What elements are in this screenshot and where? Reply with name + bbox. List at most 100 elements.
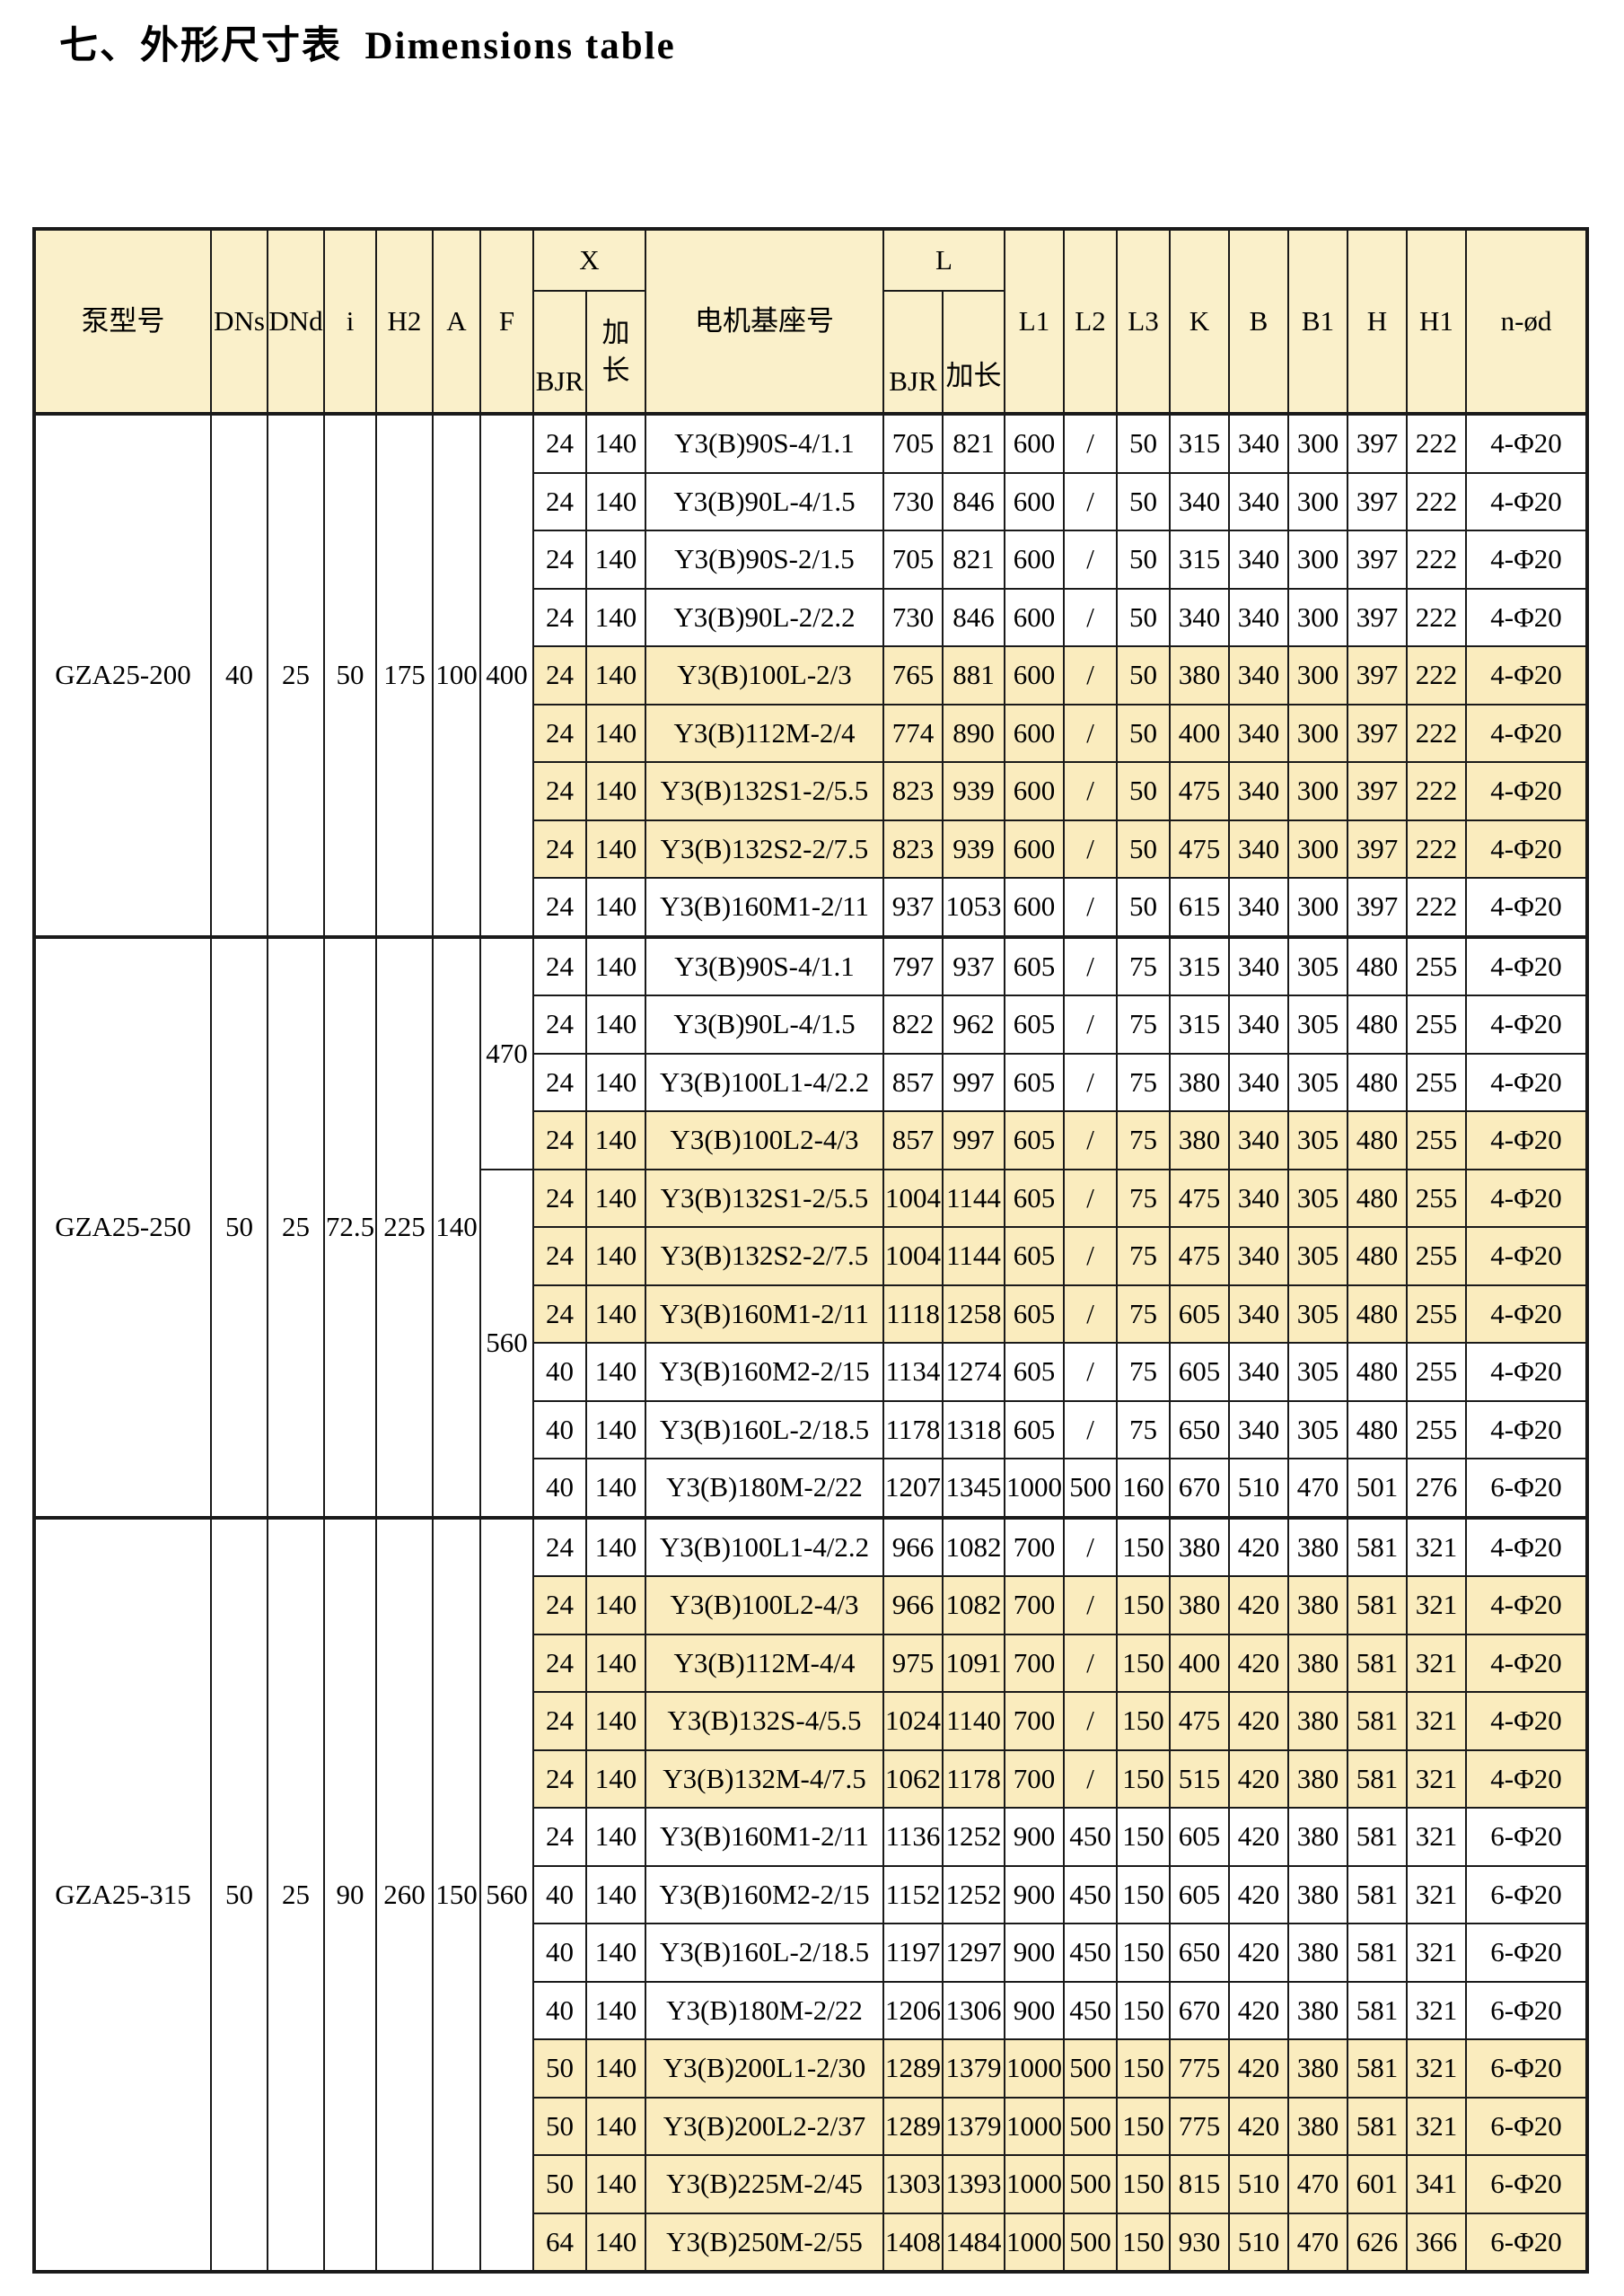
l3-cell: 75 [1116, 995, 1171, 1055]
l2-cell: / [1063, 934, 1118, 996]
l3-cell: 50 [1116, 819, 1171, 879]
motor-base-cell: Y3(B)160M1-2/11 [645, 877, 884, 938]
n-od-cell: 6-Φ20 [1465, 2154, 1588, 2214]
k-cell: 650 [1169, 1923, 1230, 1983]
n-od-cell: 4-Φ20 [1465, 1110, 1588, 1170]
h1-cell: 222 [1406, 471, 1467, 531]
l-ext-cell: 890 [942, 703, 1005, 763]
motor-base-cell: Y3(B)132S-4/5.5 [645, 1691, 884, 1751]
b1-cell: 305 [1287, 1342, 1348, 1402]
n-od-cell: 4-Φ20 [1465, 1575, 1588, 1635]
l2-cell: / [1063, 530, 1118, 590]
table-row: 24 140 Y3(B)112M-4/4 975 1091 700/150 400 420 38… [34, 1633, 1588, 1693]
col-header-x-ext: 加长 [585, 290, 646, 415]
h1-cell: 222 [1406, 587, 1467, 647]
l-ext-cell: 1345 [942, 1458, 1005, 1519]
h-cell: 480 [1347, 1110, 1408, 1170]
l-ext-cell: 1252 [942, 1807, 1005, 1867]
l2-cell: 500 [1063, 2212, 1118, 2273]
motor-base-cell: Y3(B)250M-2/55 [645, 2212, 884, 2273]
x-bjr-cell: 24 [532, 1633, 587, 1693]
k-cell: 380 [1169, 1575, 1230, 1635]
l3-cell: 150 [1116, 1864, 1171, 1924]
k-cell: 380 [1169, 1052, 1230, 1112]
h1-cell: 255 [1406, 1110, 1467, 1170]
h-cell: 581 [1347, 2096, 1408, 2156]
l-bjr-cell: 1136 [882, 1807, 944, 1867]
b1-cell: 305 [1287, 1284, 1348, 1344]
l1-cell: 605 [1004, 1284, 1065, 1344]
h1-cell: 255 [1406, 1342, 1467, 1402]
b-cell: 420 [1228, 1515, 1289, 1577]
x-bjr-cell: 24 [532, 1515, 587, 1577]
l-ext-cell: 1144 [942, 1226, 1005, 1286]
l-ext-cell: 1258 [942, 1284, 1005, 1344]
table-row: GZA25-200 40 25 50 175 100 400 24 140 Y3(B)90S-4/… [33, 412, 1588, 938]
b-cell: 420 [1228, 2096, 1289, 2156]
l3-cell: 75 [1116, 1226, 1171, 1286]
motor-base-cell: Y3(B)132S1-2/5.5 [645, 1168, 884, 1228]
k-cell: 380 [1169, 1515, 1230, 1577]
b1-cell: 380 [1287, 1633, 1348, 1693]
b-cell: 340 [1228, 703, 1289, 763]
table-row: 24 140 Y3(B)100L-2/3 765 881 600/50 380 340 300 3… [34, 645, 1588, 705]
x-bjr-cell: 24 [532, 1575, 587, 1635]
l3-cell: 150 [1116, 2096, 1171, 2156]
motor-base-cell: Y3(B)200L2-2/37 [645, 2096, 884, 2156]
l-bjr-cell: 1197 [882, 1923, 944, 1983]
n-od-cell: 4-Φ20 [1465, 934, 1588, 996]
n-od-cell: 4-Φ20 [1465, 995, 1588, 1055]
b1-cell: 470 [1287, 1458, 1348, 1519]
x-bjr-cell: 40 [532, 1458, 587, 1519]
h1-cell: 321 [1406, 1691, 1467, 1751]
l-bjr-cell: 966 [882, 1575, 944, 1635]
x-ext-cell: 140 [585, 1980, 646, 2040]
l3-cell: 150 [1116, 2212, 1171, 2273]
b1-cell: 300 [1287, 412, 1348, 474]
l3-cell: 75 [1116, 1284, 1171, 1344]
motor-base-cell: Y3(B)100L1-4/2.2 [645, 1515, 884, 1577]
b1-cell: 305 [1287, 1226, 1348, 1286]
x-bjr-cell: 50 [532, 2154, 587, 2214]
l-bjr-cell: 1062 [882, 1748, 944, 1809]
table-row: 24 140 Y3(B)100L1-4/2.2 857 997 605/75 380 340 3… [34, 1052, 1588, 1112]
table-row: 24 140 Y3(B)132S2-2/7.5 823 939 600/50 475 340 3… [34, 819, 1588, 879]
x-ext-cell: 140 [585, 2038, 646, 2099]
h-cell: 581 [1347, 1633, 1408, 1693]
x-bjr-cell: 50 [532, 2038, 587, 2099]
n-od-cell: 4-Φ20 [1465, 645, 1588, 705]
x-ext-cell: 140 [585, 1342, 646, 1402]
h1-cell: 255 [1406, 1168, 1467, 1228]
x-bjr-cell: 24 [532, 995, 587, 1055]
l2-cell: 500 [1063, 2038, 1118, 2099]
l1-cell: 600 [1004, 645, 1065, 705]
x-bjr-cell: 24 [532, 1284, 587, 1344]
x-ext-cell: 140 [585, 1864, 646, 1924]
k-cell: 475 [1169, 1226, 1230, 1286]
l2-cell: / [1063, 1633, 1118, 1693]
n-od-cell: 4-Φ20 [1465, 471, 1588, 531]
motor-base-cell: Y3(B)225M-2/45 [645, 2154, 884, 2214]
h-cell: 397 [1347, 703, 1408, 763]
dns-cell: 50 [210, 934, 268, 1519]
h1-cell: 321 [1406, 1864, 1467, 1924]
b1-cell: 300 [1287, 877, 1348, 938]
x-ext-cell: 140 [585, 1052, 646, 1112]
b1-cell: 300 [1287, 819, 1348, 879]
col-header-b: B [1228, 228, 1289, 415]
x-ext-cell: 140 [585, 877, 646, 938]
n-od-cell: 6-Φ20 [1465, 1807, 1588, 1867]
x-ext-label: 加长 [601, 317, 630, 386]
x-bjr-cell: 24 [532, 587, 587, 647]
l1-cell: 605 [1004, 1110, 1065, 1170]
x-ext-cell: 140 [585, 1691, 646, 1751]
n-od-cell: 6-Φ20 [1465, 1458, 1588, 1519]
table-row: 50 140 Y3(B)200L1-2/30 1289 1379 1000 500 150 77… [34, 2038, 1588, 2099]
x-ext-cell: 140 [585, 1226, 646, 1286]
k-cell: 475 [1169, 1691, 1230, 1751]
b1-cell: 300 [1287, 645, 1348, 705]
b1-cell: 470 [1287, 2212, 1348, 2273]
l1-cell: 605 [1004, 995, 1065, 1055]
b-cell: 340 [1228, 412, 1289, 474]
n-od-cell: 4-Φ20 [1465, 530, 1588, 590]
